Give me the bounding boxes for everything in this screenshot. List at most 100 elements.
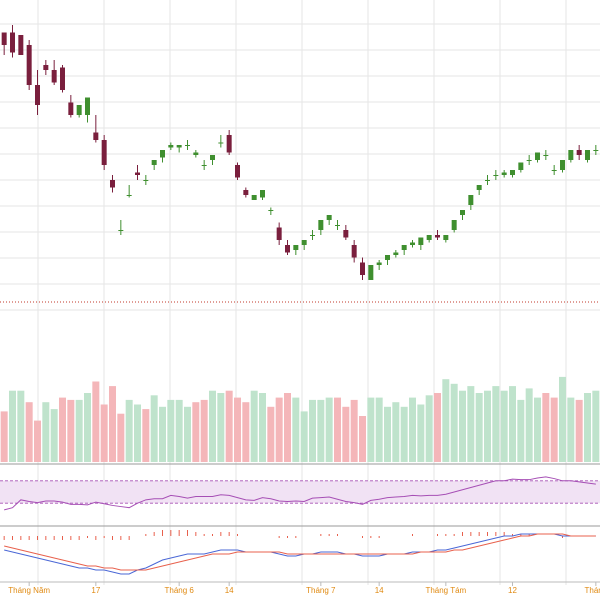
volume-bar: [384, 406, 391, 462]
volume-bar: [442, 379, 450, 462]
volume-bar: [50, 409, 58, 462]
volume-bar: [200, 399, 208, 462]
candle-body: [76, 105, 82, 115]
volume-bar: [150, 395, 158, 462]
candle-body: [451, 220, 457, 230]
volume-bar: [467, 386, 475, 462]
volume-bar: [134, 404, 141, 462]
volume-bar: [92, 381, 100, 462]
candle-body: [85, 97, 90, 115]
candle-body: [585, 150, 590, 160]
candle-body: [543, 155, 549, 156]
candle-body: [151, 160, 157, 165]
volume-bar: [325, 397, 333, 462]
candle-body: [318, 220, 324, 230]
volume-bar: [284, 393, 291, 462]
candle-body: [518, 162, 524, 170]
candle-body: [160, 150, 165, 158]
volume-bar: [34, 420, 41, 462]
volume-bar: [450, 383, 458, 462]
volume-bar: [417, 404, 425, 462]
candle-body: [376, 262, 382, 265]
volume-bar: [250, 390, 258, 462]
candle-body: [343, 230, 349, 238]
volume-bar: [42, 402, 50, 462]
volume-bar: [317, 399, 325, 462]
candle-body: [68, 102, 74, 115]
x-tick-label: 12: [508, 586, 517, 595]
volume-bar: [267, 406, 275, 462]
candle-body: [143, 180, 149, 181]
candle-body: [493, 175, 499, 176]
x-tick-label: Tháng 7: [306, 586, 336, 595]
rsi-line: [4, 476, 596, 511]
candle-body: [351, 245, 357, 258]
candle-body: [285, 245, 290, 253]
candle-body: [18, 35, 24, 55]
volume-bar: [9, 390, 16, 462]
candle-body: [218, 142, 224, 144]
candle-body: [185, 145, 190, 146]
volume-bar: [375, 397, 383, 462]
volume-bar: [125, 399, 133, 462]
x-tick-label: Tháng Tám: [425, 586, 466, 595]
candle-body: [526, 160, 532, 161]
candle-body: [310, 235, 315, 236]
volume-bar: [25, 402, 33, 462]
volume-bar: [225, 390, 233, 462]
signal-line: [4, 533, 596, 571]
volume-bar: [100, 404, 108, 462]
volume-bar: [534, 397, 541, 462]
x-tick-label: Tháng Năm: [8, 586, 50, 595]
candle-body: [135, 172, 140, 175]
volume-bar: [0, 411, 8, 462]
volume-bar: [425, 395, 433, 462]
volume-bar: [459, 390, 466, 462]
candle-body: [118, 230, 124, 231]
candle-body: [468, 195, 474, 205]
candle-body: [193, 152, 199, 155]
volume-bar: [192, 402, 200, 462]
candle-body: [360, 262, 365, 275]
volume-bar: [500, 390, 508, 462]
volume-bar: [367, 397, 375, 462]
x-tick-label: 17: [91, 586, 100, 595]
candle-body: [326, 215, 332, 220]
volume-bar: [275, 397, 283, 462]
volume-bar: [592, 390, 600, 462]
volume-bar: [334, 397, 341, 462]
candle-body: [426, 235, 432, 240]
volume-bar: [525, 388, 533, 462]
volume-bar: [575, 399, 583, 462]
x-tick-label: 14: [225, 586, 234, 595]
candle-body: [293, 245, 299, 250]
candle-body: [60, 67, 65, 90]
volume-bar: [350, 399, 358, 462]
volume-bar: [234, 397, 241, 462]
candle-body: [101, 140, 107, 165]
volume-bar: [492, 386, 500, 462]
candle-body: [126, 195, 132, 196]
candle-body: [110, 180, 115, 188]
candle-body: [243, 190, 249, 195]
volume-bar: [300, 411, 308, 462]
volume-bar: [259, 393, 266, 462]
candle-body: [485, 180, 490, 181]
candle-body: [593, 150, 599, 151]
volume-bar: [75, 399, 83, 462]
candle-body: [93, 132, 99, 140]
volume-bar: [217, 393, 225, 462]
candle-body: [443, 235, 449, 240]
volume-bar: [159, 406, 166, 462]
candle-body: [510, 170, 515, 175]
x-tick-label: Tháng: [584, 586, 600, 595]
volume-bar: [409, 397, 416, 462]
volume-bar: [475, 393, 483, 462]
volume-bar: [559, 376, 566, 462]
candle-body: [576, 150, 582, 155]
volume-bar: [584, 393, 591, 462]
candle-body: [410, 242, 415, 245]
volume-bar: [517, 399, 525, 462]
candle-body: [176, 145, 182, 148]
